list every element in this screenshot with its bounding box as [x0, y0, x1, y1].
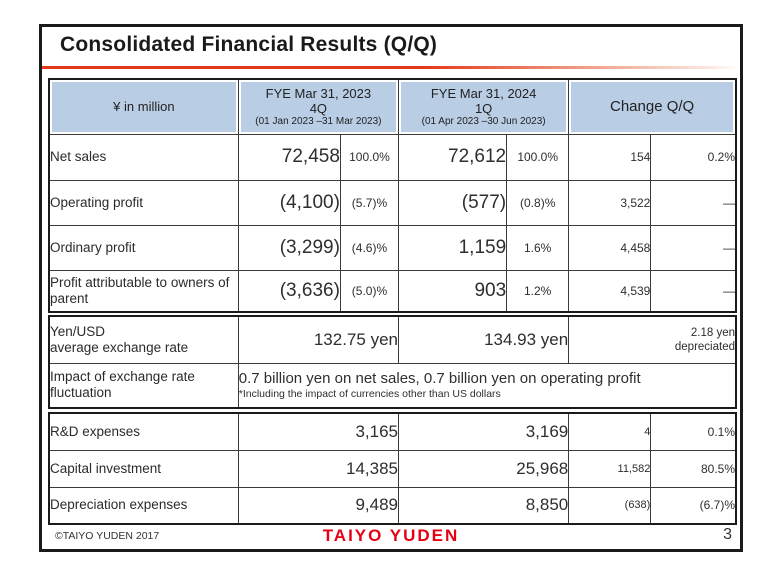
table-row-depreciation: Depreciation expenses 9,489 8,850 (638) …: [48, 486, 737, 525]
slide-footer: ©TAIYO YUDEN 2017 TAIYO YUDEN 3: [42, 526, 740, 548]
change-pct: —: [650, 269, 737, 313]
row-label: Operating profit: [48, 179, 239, 226]
row-label: Profit attributable to owners of parent: [48, 269, 239, 313]
q4-value: 72,458: [237, 133, 341, 181]
q1-value: 72,612: [397, 133, 508, 181]
q4-pct: (5.7)%: [339, 179, 400, 226]
title-accent-rule: [42, 66, 740, 69]
row-label: Capital investment: [48, 449, 239, 488]
impact-footnote: *Including the impact of currencies othe…: [238, 388, 501, 401]
row-label-line1: Yen/USD: [50, 323, 106, 339]
table-row-rd-expenses: R&D expenses 3,165 3,169 4 0.1%: [48, 412, 737, 451]
col-header-fy2024: FYE Mar 31, 2024 1Q (01 Apr 2023 –30 Jun…: [397, 78, 570, 135]
change-pct: (6.7)%: [650, 486, 737, 525]
q4-pct: (5.0)%: [339, 269, 400, 313]
slide-frame: Consolidated Financial Results (Q/Q) ¥ i…: [39, 24, 743, 552]
change-value: 154: [568, 133, 652, 181]
unit-label: ¥ in million: [113, 99, 175, 115]
rate-change-line2: depreciated: [674, 340, 735, 353]
row-label: Net sales: [48, 133, 239, 181]
exchange-rate-table: Yen/USD average exchange rate 132.75 yen…: [48, 315, 737, 409]
q4-value: (4,100): [237, 179, 341, 226]
unit-header-cell: ¥ in million: [48, 78, 239, 135]
row-label: Impact of exchange rate fluctuation: [48, 362, 239, 409]
row-label-line2: average exchange rate: [50, 339, 189, 355]
q1-rate: 134.93 yen: [397, 315, 570, 364]
q1-pct: 1.6%: [506, 224, 570, 271]
row-label: Yen/USD average exchange rate: [48, 315, 239, 364]
change-pct: —: [650, 179, 737, 226]
fy2024-period: (01 Apr 2023 –30 Jun 2023): [421, 115, 546, 127]
change-value: 4: [568, 412, 652, 451]
row-label: Ordinary profit: [48, 224, 239, 271]
change-value: 4,539: [568, 269, 652, 313]
q4-value: 3,165: [237, 412, 400, 451]
row-label-line2: fluctuation: [50, 385, 112, 401]
change-pct: 0.1%: [650, 412, 737, 451]
change-value: 4,458: [568, 224, 652, 271]
q4-pct: (4.6)%: [339, 224, 400, 271]
q1-pct: (0.8)%: [506, 179, 570, 226]
row-label: Depreciation expenses: [48, 486, 239, 525]
fy2023-quarter: 4Q: [309, 100, 328, 116]
change-value: (638): [568, 486, 652, 525]
expenses-table: R&D expenses 3,165 3,169 4 0.1% Capital …: [48, 412, 737, 525]
table-row-net-sales: Net sales 72,458 100.0% 72,612 100.0% 15…: [48, 133, 737, 181]
q1-pct: 1.2%: [506, 269, 570, 313]
col-header-fy2023: FYE Mar 31, 2023 4Q (01 Jan 2023 –31 Mar…: [237, 78, 400, 135]
q1-value: 8,850: [397, 486, 570, 525]
impact-cell: 0.7 billion yen on net sales, 0.7 billio…: [237, 362, 737, 409]
q4-value: 14,385: [237, 449, 400, 488]
fy2024-title: FYE Mar 31, 2024: [430, 85, 537, 101]
q4-value: (3,299): [237, 224, 341, 271]
rate-change: 2.18 yen depreciated: [568, 315, 737, 364]
q1-value: 3,169: [397, 412, 570, 451]
fy2024-quarter: 1Q: [474, 100, 493, 116]
col-header-change: Change Q/Q: [568, 78, 737, 135]
row-label: R&D expenses: [48, 412, 239, 451]
change-pct: 0.2%: [650, 133, 737, 181]
taiyo-yuden-logo: TAIYO YUDEN: [322, 526, 460, 545]
page-title: Consolidated Financial Results (Q/Q): [60, 33, 438, 56]
q1-value: 903: [397, 269, 508, 313]
copyright-text: ©TAIYO YUDEN 2017: [55, 530, 160, 542]
q4-pct: 100.0%: [339, 133, 400, 181]
rate-change-line1: 2.18 yen: [690, 326, 735, 339]
change-value: 11,582: [568, 449, 652, 488]
change-pct: —: [650, 224, 737, 271]
q1-value: (577): [397, 179, 508, 226]
change-value: 3,522: [568, 179, 652, 226]
financial-results-table: ¥ in million FYE Mar 31, 2023 4Q (01 Jan…: [48, 78, 737, 313]
row-label-line1: Impact of exchange rate: [50, 369, 195, 385]
fy2023-title: FYE Mar 31, 2023: [265, 85, 372, 101]
table-row-exchange-rate: Yen/USD average exchange rate 132.75 yen…: [48, 315, 737, 364]
change-pct: 80.5%: [650, 449, 737, 488]
change-label: Change Q/Q: [610, 98, 695, 116]
table-row-operating-profit: Operating profit (4,100) (5.7)% (577) (0…: [48, 179, 737, 226]
q4-value: (3,636): [237, 269, 341, 313]
fy2023-period: (01 Jan 2023 –31 Mar 2023): [255, 115, 382, 127]
q4-value: 9,489: [237, 486, 400, 525]
table-row-profit-attributable: Profit attributable to owners of parent …: [48, 269, 737, 313]
table-row-capital-investment: Capital investment 14,385 25,968 11,582 …: [48, 449, 737, 488]
table-row-exchange-impact: Impact of exchange rate fluctuation 0.7 …: [48, 362, 737, 409]
q1-pct: 100.0%: [506, 133, 570, 181]
impact-text: 0.7 billion yen on net sales, 0.7 billio…: [238, 370, 641, 388]
table-row-ordinary-profit: Ordinary profit (3,299) (4.6)% 1,159 1.6…: [48, 224, 737, 271]
page-number: 3: [723, 526, 732, 543]
q4-rate: 132.75 yen: [237, 315, 399, 364]
q1-value: 25,968: [397, 449, 570, 488]
q1-value: 1,159: [397, 224, 508, 271]
